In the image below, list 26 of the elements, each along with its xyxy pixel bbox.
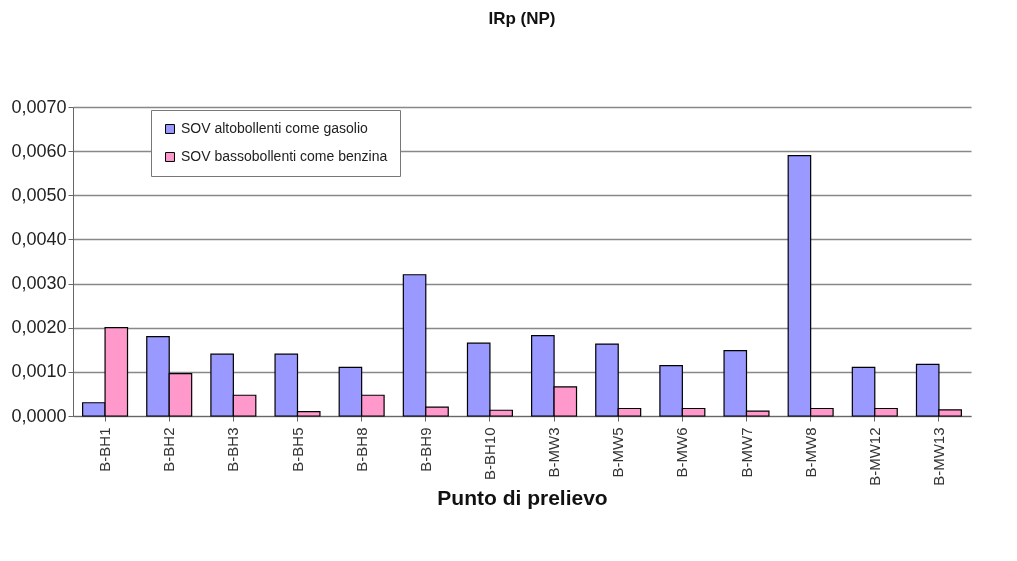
- y-tick-label: 0,0030: [11, 273, 67, 294]
- y-tick-label: 0,0010: [11, 361, 67, 382]
- x-tick-label: B-MW6: [673, 427, 691, 478]
- y-tick-label: 0,0000: [11, 405, 67, 426]
- x-tick-label: B-BH5: [288, 427, 306, 472]
- x-tick-label: B-MW13: [929, 427, 947, 486]
- x-tick-label: B-MW7: [737, 427, 755, 478]
- y-tick-label: 0,0070: [11, 96, 67, 117]
- chart-title: IRp (NP): [488, 9, 556, 28]
- x-tick-label: B-MW3: [545, 427, 563, 478]
- x-tick-label: B-BH1: [96, 427, 114, 472]
- x-tick-label: B-BH3: [224, 427, 242, 472]
- x-tick-label: B-MW5: [609, 427, 627, 478]
- y-tick-label: 0,0060: [11, 140, 67, 161]
- legend-label: SOV bassobollenti come benzina: [181, 148, 388, 164]
- x-axis-title: Punto di prelievo: [437, 485, 608, 509]
- y-tick-label: 0,0040: [11, 228, 67, 249]
- x-tick-label: B-BH2: [160, 427, 178, 472]
- x-tick-label: B-BH9: [416, 427, 434, 472]
- y-tick-label: 0,0020: [11, 317, 67, 338]
- x-tick-label: B-BH10: [480, 427, 498, 481]
- x-tick-label: B-MW8: [801, 427, 819, 478]
- legend-label: SOV altobollenti come gasolio: [181, 120, 368, 136]
- y-tick-label: 0,0050: [11, 184, 67, 205]
- x-tick-label: B-MW12: [865, 427, 883, 486]
- x-tick-label: B-BH8: [352, 427, 370, 472]
